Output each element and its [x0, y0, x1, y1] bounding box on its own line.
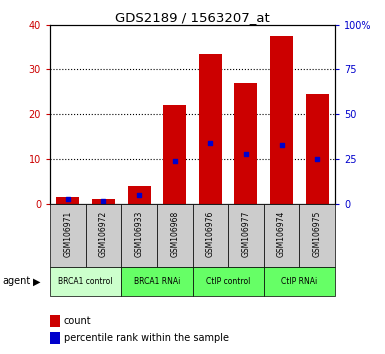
- Bar: [50, 267, 121, 296]
- Bar: [192, 204, 228, 267]
- Bar: [192, 267, 264, 296]
- Point: [243, 152, 249, 157]
- Text: GSM106968: GSM106968: [170, 211, 179, 257]
- Text: GSM106972: GSM106972: [99, 211, 108, 257]
- Bar: [121, 267, 192, 296]
- Text: CtIP RNAi: CtIP RNAi: [281, 277, 318, 286]
- Text: ▶: ▶: [33, 276, 40, 286]
- Point: [207, 141, 213, 146]
- Bar: [127, 185, 151, 204]
- Bar: [306, 94, 329, 204]
- Text: GSM106971: GSM106971: [64, 211, 72, 257]
- Point: [136, 192, 142, 198]
- Bar: [56, 197, 79, 204]
- Bar: [234, 83, 258, 204]
- Bar: [157, 204, 192, 267]
- Text: GSM106975: GSM106975: [313, 211, 321, 257]
- Point: [278, 143, 285, 148]
- Text: GSM106974: GSM106974: [277, 211, 286, 257]
- Text: CtIP control: CtIP control: [206, 277, 250, 286]
- Bar: [300, 204, 335, 267]
- Text: count: count: [64, 316, 91, 326]
- Bar: [264, 204, 300, 267]
- Text: GSM106933: GSM106933: [135, 211, 144, 257]
- Bar: [270, 36, 293, 204]
- Bar: [121, 204, 157, 267]
- Text: GSM106976: GSM106976: [206, 211, 215, 257]
- Text: BRCA1 control: BRCA1 control: [59, 277, 113, 286]
- Point: [100, 198, 107, 204]
- Text: GDS2189 / 1563207_at: GDS2189 / 1563207_at: [115, 11, 270, 24]
- Bar: [92, 199, 115, 204]
- Text: GSM106977: GSM106977: [241, 211, 250, 257]
- Bar: [163, 105, 186, 204]
- Point: [314, 156, 320, 162]
- Bar: [228, 204, 264, 267]
- Bar: [85, 204, 121, 267]
- Point: [65, 196, 71, 202]
- Point: [172, 158, 178, 164]
- Text: BRCA1 RNAi: BRCA1 RNAi: [134, 277, 180, 286]
- Bar: [264, 267, 335, 296]
- Bar: [199, 54, 222, 204]
- Bar: [50, 204, 85, 267]
- Text: percentile rank within the sample: percentile rank within the sample: [64, 333, 229, 343]
- Text: agent: agent: [2, 276, 30, 286]
